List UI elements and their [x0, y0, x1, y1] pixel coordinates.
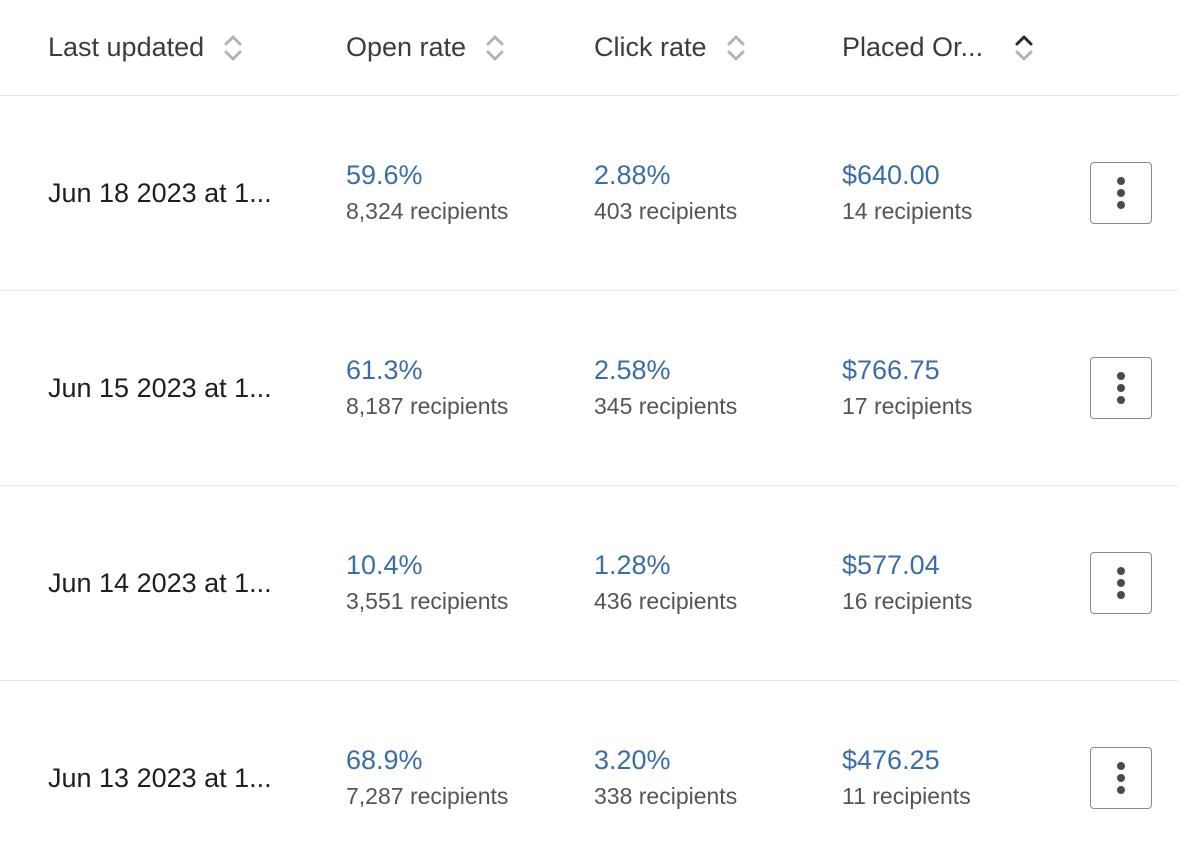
row-actions-button[interactable] — [1090, 357, 1152, 419]
cell-open-rate: 10.4% 3,551 recipients — [346, 486, 508, 680]
table-row[interactable]: Jun 18 2023 at 1... 59.6% 8,324 recipien… — [0, 96, 1178, 291]
sort-ascending-icon[interactable] — [1013, 32, 1035, 64]
more-vertical-icon — [1117, 786, 1125, 794]
open-recipients: 7,287 recipients — [346, 783, 509, 809]
cell-last-updated: Jun 14 2023 at 1... — [48, 486, 272, 680]
row-actions-button[interactable] — [1090, 747, 1152, 809]
table-row[interactable]: Jun 15 2023 at 1... 61.3% 8,187 recipien… — [0, 291, 1178, 486]
column-header-label: Placed Or... — [842, 32, 984, 62]
column-header-click-rate[interactable]: Click rate — [594, 0, 747, 95]
row-actions-button[interactable] — [1090, 162, 1152, 224]
placed-orders-link[interactable]: $476.25 — [842, 745, 940, 775]
cell-open-rate: 61.3% 8,187 recipients — [346, 291, 508, 485]
more-vertical-icon — [1117, 579, 1125, 587]
cell-click-rate: 2.58% 345 recipients — [594, 291, 737, 485]
click-recipients: 436 recipients — [594, 588, 738, 614]
more-vertical-icon — [1117, 591, 1125, 599]
table-row[interactable]: Jun 14 2023 at 1... 10.4% 3,551 recipien… — [0, 486, 1178, 681]
cell-placed-orders: $476.25 11 recipients — [842, 681, 971, 866]
more-vertical-icon — [1117, 567, 1125, 575]
column-header-label: Last updated — [48, 32, 205, 62]
cell-click-rate: 3.20% 338 recipients — [594, 681, 737, 866]
click-rate-link[interactable]: 1.28% — [594, 550, 671, 580]
sort-both-icon[interactable] — [725, 32, 747, 64]
more-vertical-icon — [1117, 189, 1125, 197]
orders-recipients: 14 recipients — [842, 198, 973, 224]
placed-orders-link[interactable]: $640.00 — [842, 160, 940, 190]
cell-open-rate: 59.6% 8,324 recipients — [346, 96, 508, 290]
cell-placed-orders: $577.04 16 recipients — [842, 486, 972, 680]
row-actions-button[interactable] — [1090, 552, 1152, 614]
table-header: Last updated Open rate Click rate Placed… — [0, 0, 1178, 96]
open-rate-link[interactable]: 61.3% — [346, 355, 423, 385]
click-recipients: 338 recipients — [594, 783, 738, 809]
open-recipients: 8,187 recipients — [346, 393, 509, 419]
click-rate-link[interactable]: 3.20% — [594, 745, 671, 775]
open-recipients: 3,551 recipients — [346, 588, 509, 614]
more-vertical-icon — [1117, 384, 1125, 392]
orders-recipients: 16 recipients — [842, 588, 973, 614]
more-vertical-icon — [1117, 774, 1125, 782]
open-recipients: 8,324 recipients — [346, 198, 509, 224]
cell-placed-orders: $640.00 14 recipients — [842, 96, 972, 290]
open-rate-link[interactable]: 59.6% — [346, 160, 423, 190]
open-rate-link[interactable]: 10.4% — [346, 550, 423, 580]
cell-last-updated: Jun 15 2023 at 1... — [48, 291, 272, 485]
placed-orders-link[interactable]: $577.04 — [842, 550, 940, 580]
cell-placed-orders: $766.75 17 recipients — [842, 291, 972, 485]
click-rate-link[interactable]: 2.58% — [594, 355, 671, 385]
orders-recipients: 17 recipients — [842, 393, 973, 419]
cell-open-rate: 68.9% 7,287 recipients — [346, 681, 508, 866]
more-vertical-icon — [1117, 372, 1125, 380]
last-updated-date: Jun 15 2023 at 1... — [48, 372, 272, 403]
more-vertical-icon — [1117, 396, 1125, 404]
column-header-open-rate[interactable]: Open rate — [346, 0, 506, 95]
cell-click-rate: 2.88% 403 recipients — [594, 96, 737, 290]
click-recipients: 403 recipients — [594, 198, 738, 224]
column-header-last-updated[interactable]: Last updated — [48, 0, 244, 95]
more-vertical-icon — [1117, 201, 1125, 209]
last-updated-date: Jun 13 2023 at 1... — [48, 762, 272, 793]
click-rate-link[interactable]: 2.88% — [594, 160, 671, 190]
click-recipients: 345 recipients — [594, 393, 738, 419]
sort-both-icon[interactable] — [222, 32, 244, 64]
last-updated-date: Jun 14 2023 at 1... — [48, 567, 272, 598]
table-row[interactable]: Jun 13 2023 at 1... 68.9% 7,287 recipien… — [0, 681, 1178, 866]
column-header-label: Click rate — [594, 32, 707, 62]
last-updated-date: Jun 18 2023 at 1... — [48, 177, 272, 208]
more-vertical-icon — [1117, 762, 1125, 770]
cell-last-updated: Jun 13 2023 at 1... — [48, 681, 272, 866]
column-header-placed-orders[interactable]: Placed Or... — [842, 0, 1035, 95]
open-rate-link[interactable]: 68.9% — [346, 745, 423, 775]
more-vertical-icon — [1117, 177, 1125, 185]
column-header-label: Open rate — [346, 32, 467, 62]
placed-orders-link[interactable]: $766.75 — [842, 355, 940, 385]
cell-last-updated: Jun 18 2023 at 1... — [48, 96, 272, 290]
sort-both-icon[interactable] — [484, 32, 506, 64]
orders-recipients: 11 recipients — [842, 783, 971, 809]
cell-click-rate: 1.28% 436 recipients — [594, 486, 737, 680]
